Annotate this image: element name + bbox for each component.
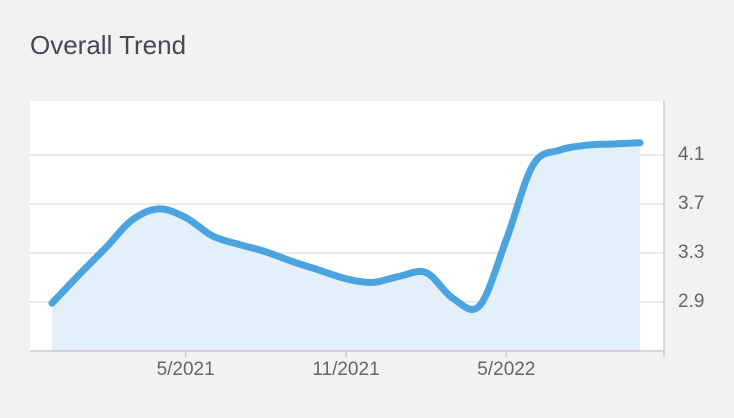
- x-tick-label: 5/2022: [477, 359, 535, 380]
- y-tick-label: 3.7: [678, 193, 704, 214]
- area: [52, 142, 640, 351]
- line: [48, 139, 644, 313]
- x-tick-label: 5/2021: [157, 359, 215, 380]
- y-tick-label: 2.9: [678, 291, 704, 312]
- x-tick-label: 11/2021: [312, 359, 379, 380]
- chart-title: Overall Trend: [30, 30, 186, 60]
- y-tick-label: 3.3: [678, 242, 704, 263]
- y-tick-label: 4.1: [678, 144, 704, 165]
